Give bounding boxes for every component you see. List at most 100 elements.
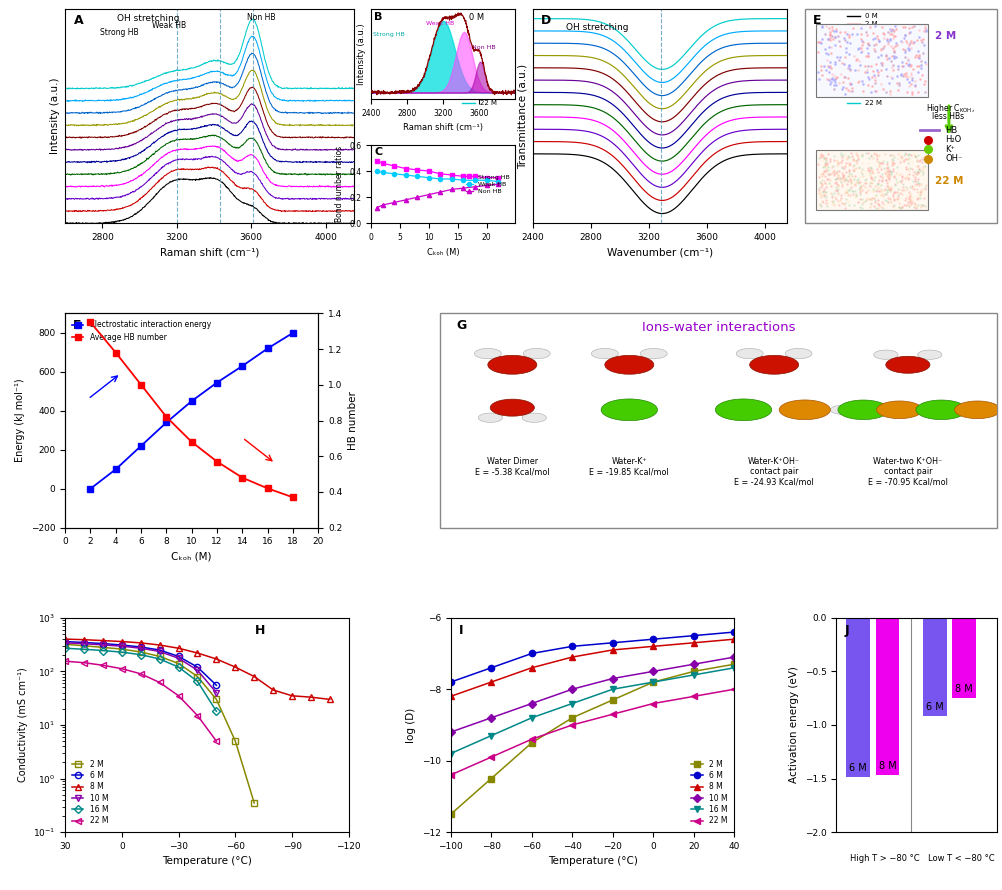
Text: High T > −80 °C: High T > −80 °C: [850, 854, 919, 862]
8 M: [191, 648, 203, 659]
8 M: [268, 684, 280, 695]
8 M: [229, 662, 241, 673]
Y-axis label: Energy (kJ mol⁻¹): Energy (kJ mol⁻¹): [15, 379, 25, 462]
6 M: [728, 627, 740, 637]
16 M: [153, 653, 165, 664]
Text: OH⁻: OH⁻: [945, 155, 963, 164]
Circle shape: [780, 400, 831, 420]
Non HB: [446, 184, 458, 195]
Non HB: [481, 180, 493, 190]
Line: Non HB: Non HB: [375, 182, 500, 210]
Text: B: B: [374, 12, 383, 21]
22 M: [728, 684, 740, 694]
Line: 10 M: 10 M: [62, 640, 219, 696]
Line: 2 M: 2 M: [448, 661, 737, 817]
Circle shape: [886, 356, 930, 373]
Y-axis label: HB number: HB number: [348, 391, 358, 450]
22 M: [687, 691, 699, 701]
8 M: [59, 634, 71, 644]
Weak HB: [411, 171, 423, 182]
16 M: [59, 643, 71, 653]
Strong HB: [371, 156, 383, 166]
Line: 6 M: 6 M: [448, 629, 737, 685]
Line: 2 M: 2 M: [62, 641, 258, 806]
6 M: [191, 662, 203, 673]
Text: HB: HB: [945, 125, 957, 134]
10 M: [566, 684, 578, 694]
Weak HB: [481, 175, 493, 186]
6 M: [116, 640, 128, 651]
6 M: [485, 662, 497, 673]
Circle shape: [490, 400, 534, 417]
Circle shape: [877, 401, 923, 418]
2 M: [116, 643, 128, 654]
2 M: [210, 694, 222, 705]
16 M: [687, 669, 699, 680]
Strong HB: [492, 173, 504, 183]
Weak HB: [446, 174, 458, 184]
16 M: [607, 684, 619, 694]
Non HB: [411, 192, 423, 203]
Circle shape: [605, 355, 654, 374]
Non HB: [458, 182, 470, 193]
Text: 6 M: 6 M: [850, 764, 867, 773]
22 M: [607, 709, 619, 720]
6 M: [647, 634, 659, 644]
X-axis label: Wavenumber (cm⁻¹): Wavenumber (cm⁻¹): [607, 247, 713, 257]
Legend: 2 M, 6 M, 8 M, 10 M, 16 M, 22 M: 2 M, 6 M, 8 M, 10 M, 16 M, 22 M: [69, 756, 111, 829]
Text: Non HB: Non HB: [472, 45, 496, 51]
8 M: [78, 635, 90, 645]
Bar: [817, 150, 928, 210]
10 M: [647, 666, 659, 676]
16 M: [566, 698, 578, 708]
8 M: [526, 662, 538, 673]
Circle shape: [478, 413, 502, 423]
2 M: [229, 736, 241, 747]
2 M: [78, 641, 90, 651]
16 M: [210, 706, 222, 716]
10 M: [210, 687, 222, 698]
Circle shape: [1000, 406, 1002, 414]
Line: 22 M: 22 M: [62, 658, 219, 744]
Text: Weak HB: Weak HB: [426, 21, 454, 26]
22 M: [172, 691, 184, 701]
Text: F: F: [73, 319, 81, 332]
2 M: [153, 651, 165, 662]
2 M: [97, 642, 109, 652]
Strong HB: [458, 171, 470, 182]
X-axis label: Temperature (°C): Temperature (°C): [547, 856, 637, 867]
Non HB: [371, 202, 383, 213]
Text: I: I: [459, 624, 464, 637]
8 M: [566, 651, 578, 662]
22 M: [647, 698, 659, 708]
10 M: [172, 653, 184, 664]
Strong HB: [469, 171, 481, 182]
22 M: [210, 736, 222, 747]
Strong HB: [481, 173, 493, 183]
10 M: [607, 673, 619, 684]
2 M: [445, 809, 457, 820]
8 M: [305, 692, 317, 702]
Strong HB: [446, 170, 458, 181]
Text: Water Dimer
E = -5.38 Kcal/mol: Water Dimer E = -5.38 Kcal/mol: [475, 457, 550, 476]
16 M: [191, 676, 203, 687]
10 M: [191, 665, 203, 676]
8 M: [607, 644, 619, 655]
Line: 8 M: 8 M: [448, 636, 737, 700]
Y-axis label: Bond number ratios: Bond number ratios: [335, 146, 344, 222]
16 M: [134, 650, 146, 660]
X-axis label: Cₖₒₕ (M): Cₖₒₕ (M): [171, 552, 212, 562]
Circle shape: [640, 348, 667, 359]
Circle shape: [916, 400, 967, 419]
2 M: [248, 797, 261, 808]
22 M: [526, 734, 538, 745]
6 M: [445, 676, 457, 687]
8 M: [210, 653, 222, 664]
Text: Weak HB: Weak HB: [151, 21, 185, 30]
Text: 6 M: 6 M: [926, 702, 944, 712]
Circle shape: [601, 399, 657, 421]
8 M: [97, 635, 109, 646]
Circle shape: [838, 400, 889, 419]
Bar: [847, 618, 870, 778]
6 M: [134, 642, 146, 652]
